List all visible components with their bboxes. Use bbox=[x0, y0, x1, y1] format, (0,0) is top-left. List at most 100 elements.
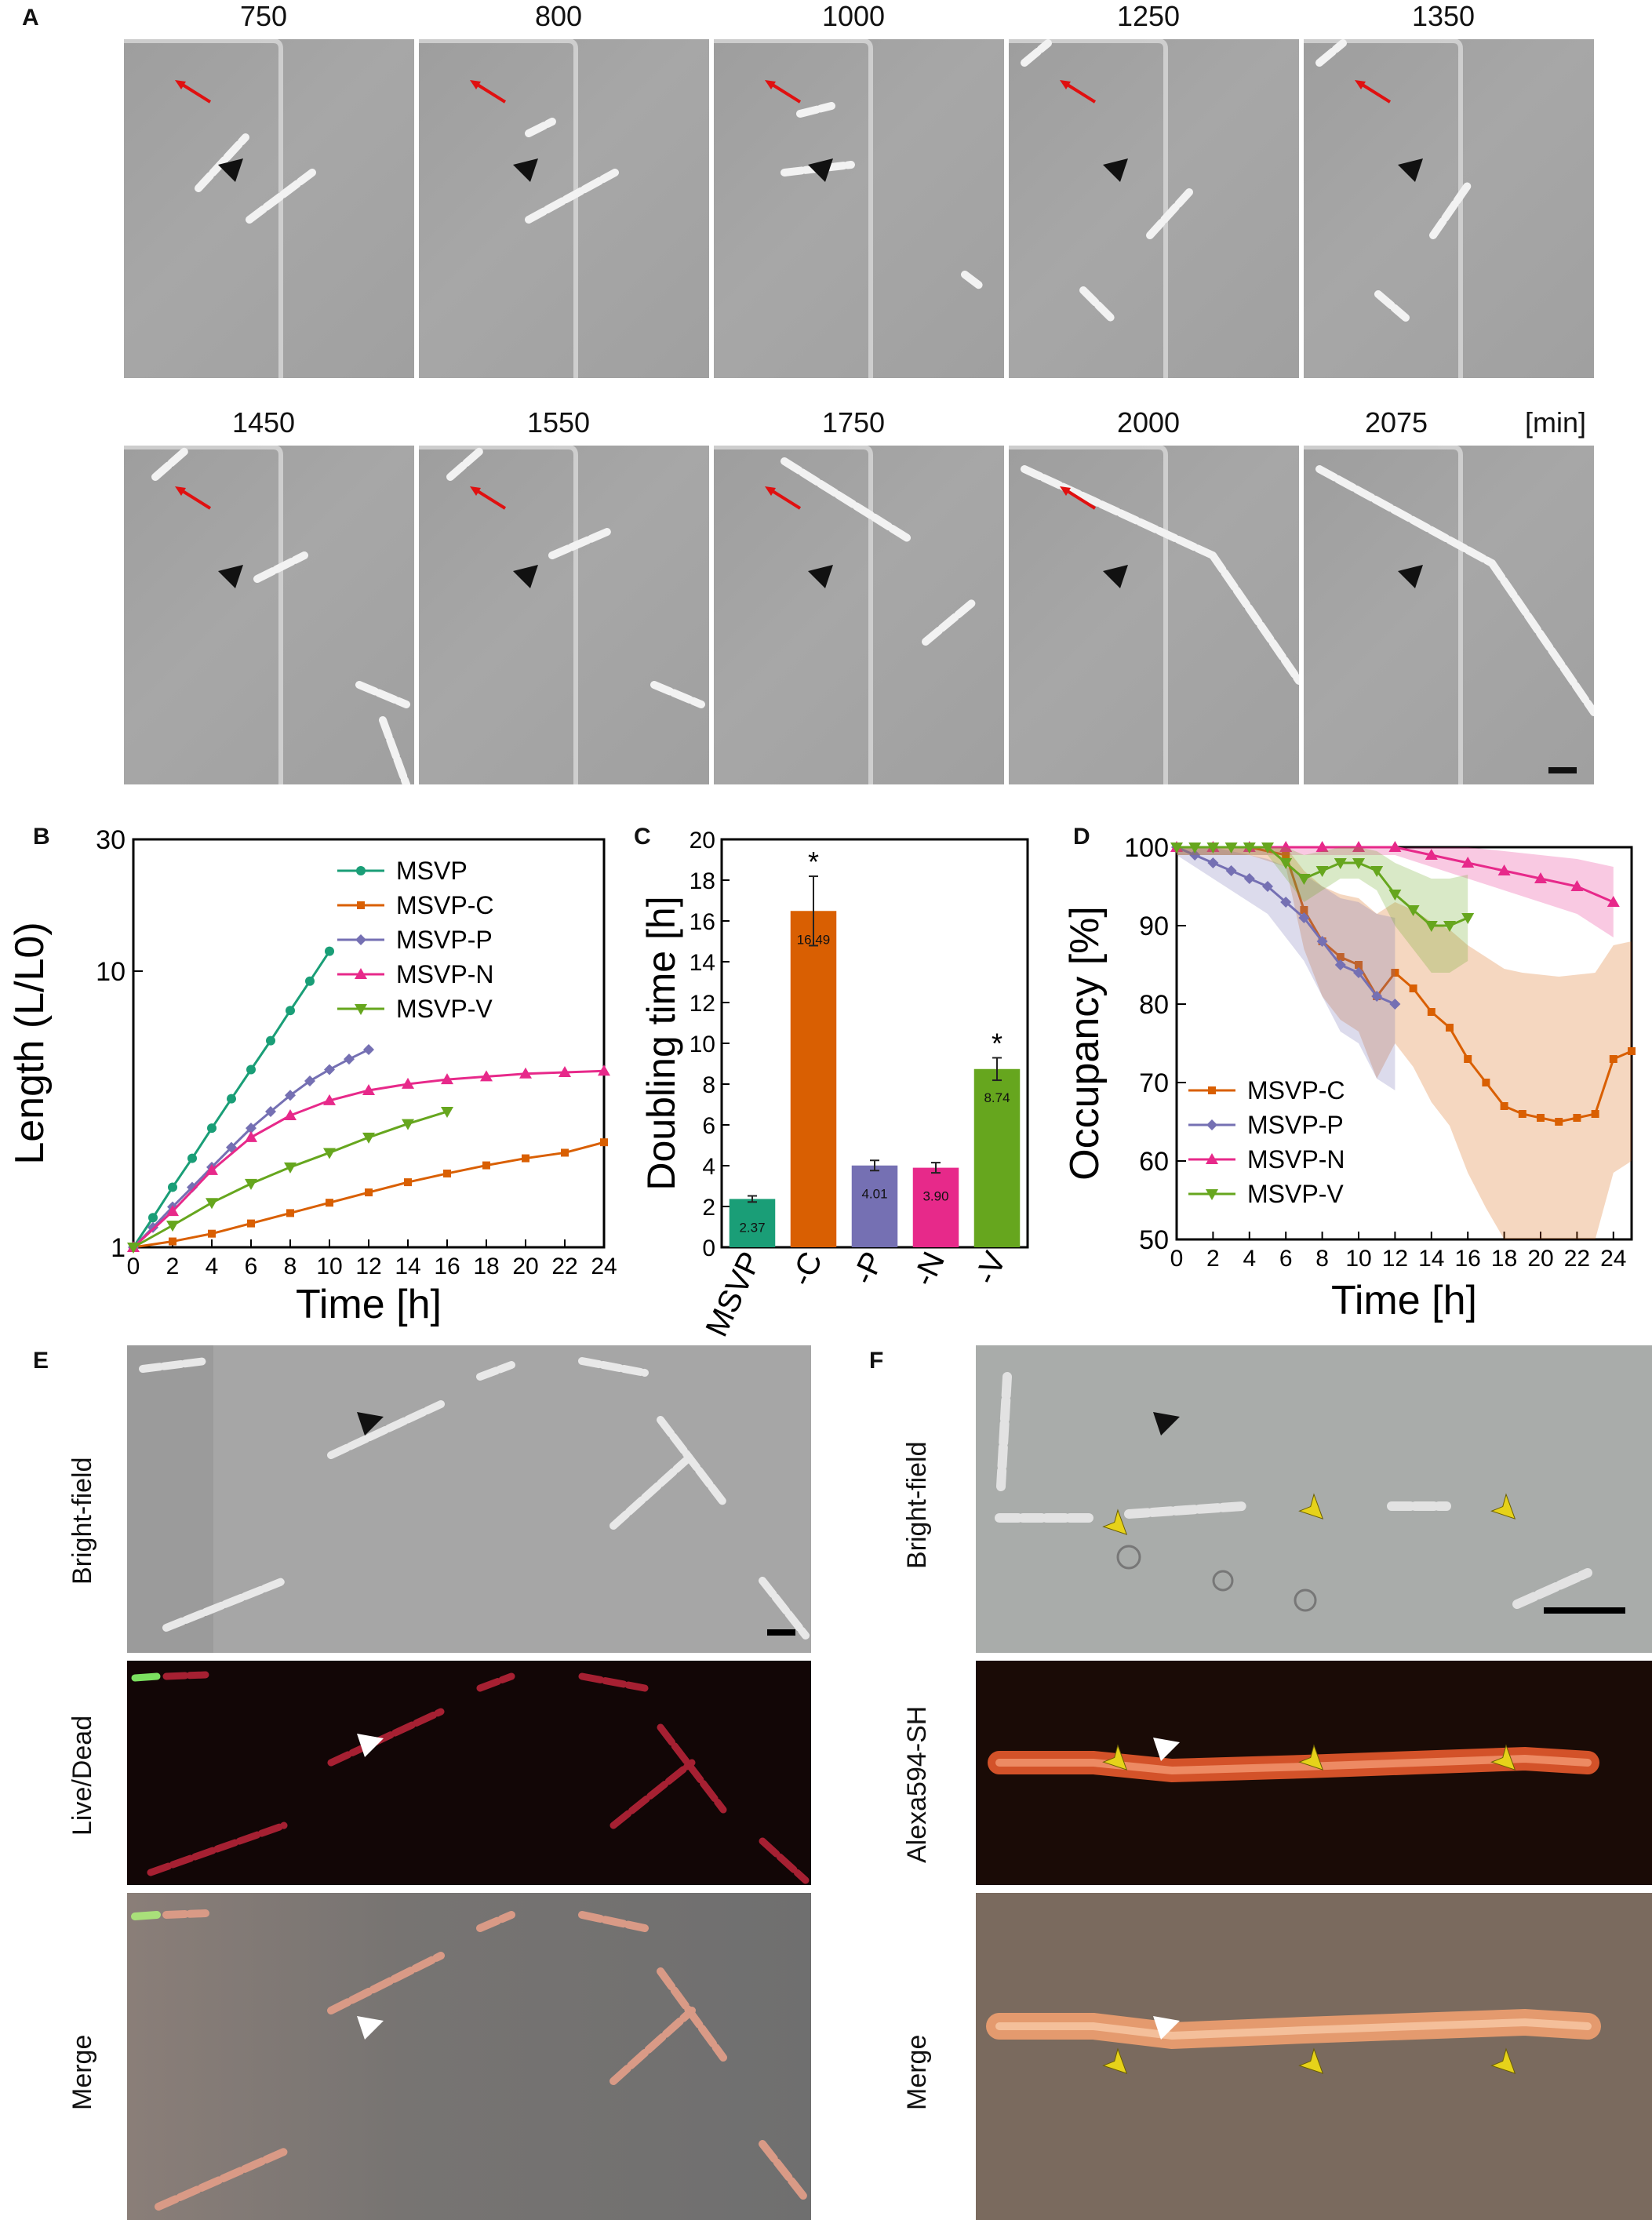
black-arrowhead-icon bbox=[1103, 565, 1128, 588]
data-point bbox=[1425, 921, 1438, 932]
data-point bbox=[246, 1065, 256, 1075]
x-tick-label: 0 bbox=[127, 1254, 140, 1279]
significance-star: * bbox=[808, 846, 819, 878]
panel-e-livedead-image bbox=[127, 1661, 811, 1885]
microscopy-frame bbox=[714, 446, 1004, 784]
bar-value-label: 16.49 bbox=[797, 932, 831, 947]
red-arrow-icon bbox=[470, 486, 481, 496]
data-point bbox=[355, 934, 366, 945]
series-msvp-c bbox=[129, 1138, 608, 1251]
bacterial-cell bbox=[548, 528, 611, 559]
data-point bbox=[1388, 841, 1402, 852]
data-point bbox=[168, 1182, 177, 1192]
panel-e-brightfield-image bbox=[127, 1345, 811, 1653]
y-tick-label: 12 bbox=[690, 991, 715, 1017]
y-axis-label: Length (L/L0) bbox=[7, 922, 53, 1164]
data-point bbox=[1609, 1055, 1617, 1063]
data-point bbox=[265, 1106, 276, 1118]
data-point bbox=[1352, 858, 1365, 869]
data-point bbox=[207, 1123, 217, 1134]
bacterial-cell bbox=[446, 446, 486, 481]
data-point bbox=[187, 1153, 197, 1163]
data-point bbox=[522, 1154, 529, 1163]
panel-d-letter: D bbox=[1073, 824, 1090, 850]
plot-frame bbox=[132, 838, 606, 1249]
panel-e-letter: E bbox=[33, 1348, 49, 1374]
bacterial-cell bbox=[650, 681, 705, 708]
data-point bbox=[402, 1077, 414, 1089]
microscopy-frame bbox=[1304, 39, 1594, 378]
data-point bbox=[356, 866, 366, 875]
x-tick-label: 8 bbox=[284, 1254, 297, 1279]
time-label: 1450 bbox=[231, 406, 296, 439]
panel-f-brightfield-image bbox=[976, 1345, 1652, 1653]
data-point bbox=[362, 1132, 375, 1144]
data-point bbox=[363, 1043, 374, 1055]
data-point bbox=[1206, 1189, 1218, 1200]
row-label: Bright-field bbox=[902, 1441, 932, 1569]
data-point bbox=[286, 1209, 294, 1217]
bacterial-cell bbox=[151, 446, 191, 481]
legend-label: MSVP-C bbox=[1247, 1076, 1345, 1105]
y-tick-label: 70 bbox=[1139, 1068, 1169, 1098]
x-tick-label: 6 bbox=[1279, 1246, 1293, 1272]
data-point bbox=[1461, 857, 1475, 868]
significance-star: * bbox=[992, 1027, 1002, 1059]
x-axis-label: Time [h] bbox=[296, 1282, 442, 1327]
red-arrow-icon bbox=[767, 81, 802, 104]
data-point bbox=[1225, 865, 1237, 876]
x-tick-label: 12 bbox=[1382, 1246, 1408, 1272]
x-tick-label: 18 bbox=[1491, 1246, 1517, 1272]
data-point bbox=[1224, 843, 1238, 853]
legend-label: MSVP bbox=[396, 857, 468, 885]
data-point bbox=[284, 1162, 297, 1174]
data-point bbox=[324, 1064, 335, 1075]
y-tick-label: 1 bbox=[111, 1233, 126, 1263]
data-point bbox=[1279, 858, 1293, 869]
data-point bbox=[227, 1094, 236, 1104]
x-tick-label: 14 bbox=[1418, 1246, 1444, 1272]
x-tick-label: 4 bbox=[1243, 1246, 1256, 1272]
series-msvp-n bbox=[127, 1065, 610, 1252]
y-tick-label: 20 bbox=[690, 828, 715, 853]
black-arrowhead-icon bbox=[1398, 565, 1423, 588]
data-point bbox=[1206, 1153, 1218, 1164]
x-tick-label: 18 bbox=[473, 1254, 499, 1279]
data-point bbox=[284, 1109, 297, 1121]
data-point bbox=[246, 1123, 257, 1134]
data-point bbox=[1461, 913, 1475, 924]
panel-a-letter: A bbox=[22, 5, 39, 31]
data-point bbox=[1316, 936, 1328, 947]
data-point bbox=[1555, 1118, 1563, 1126]
bacterial-cell bbox=[781, 457, 914, 544]
data-point bbox=[1208, 1086, 1216, 1094]
black-arrowhead-icon bbox=[1103, 158, 1128, 182]
row-label: Live/Dead bbox=[67, 1715, 97, 1836]
data-point bbox=[1518, 1110, 1526, 1118]
data-point bbox=[1262, 881, 1273, 892]
chamber-wall bbox=[1304, 446, 1463, 784]
red-arrow-icon bbox=[177, 81, 212, 104]
red-arrow-icon bbox=[472, 487, 507, 510]
data-point bbox=[1537, 1114, 1545, 1122]
x-tick-label: 20 bbox=[1527, 1246, 1553, 1272]
x-tick-label: 22 bbox=[551, 1254, 577, 1279]
microscopy-frame bbox=[1009, 39, 1299, 378]
data-point bbox=[148, 1213, 158, 1223]
y-tick-label: 8 bbox=[702, 1072, 715, 1098]
y-tick-label: 6 bbox=[702, 1113, 715, 1139]
black-arrowhead-icon bbox=[513, 158, 538, 182]
data-point bbox=[1497, 864, 1511, 875]
bacterial-cell bbox=[961, 271, 984, 290]
x-tick-label: 16 bbox=[1455, 1246, 1481, 1272]
category-label: -V bbox=[968, 1246, 1013, 1290]
data-point bbox=[1406, 905, 1420, 916]
red-arrow-icon bbox=[175, 486, 186, 496]
data-point bbox=[323, 1148, 336, 1159]
microscopy-frame bbox=[124, 39, 414, 378]
data-point bbox=[285, 1090, 296, 1101]
data-point bbox=[561, 1148, 569, 1157]
data-point bbox=[1573, 1114, 1581, 1122]
black-arrowhead-icon bbox=[808, 565, 833, 588]
x-axis-label: Time [h] bbox=[1331, 1278, 1477, 1323]
